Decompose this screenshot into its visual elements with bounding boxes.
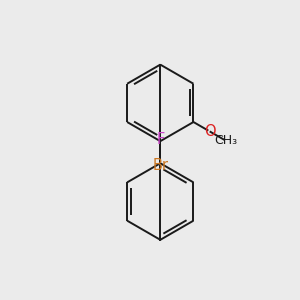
Text: F: F bbox=[156, 132, 164, 147]
Text: O: O bbox=[204, 124, 215, 139]
Text: Br: Br bbox=[152, 158, 168, 173]
Text: CH₃: CH₃ bbox=[214, 134, 237, 147]
